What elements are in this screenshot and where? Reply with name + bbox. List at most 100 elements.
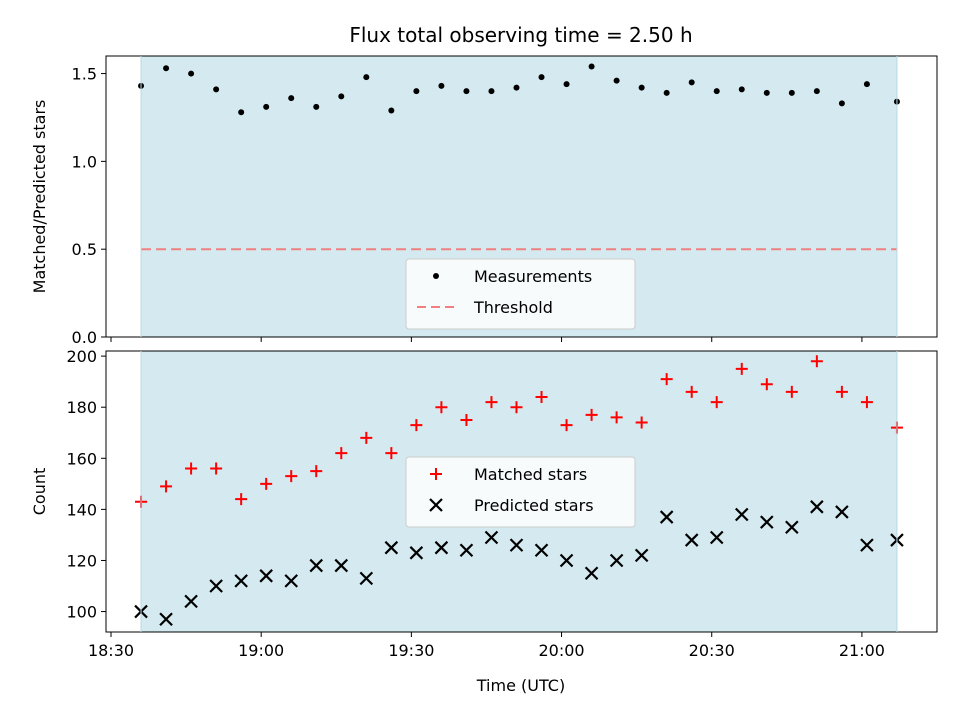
measurements-point [338,93,345,100]
matched-stars-point [810,355,823,368]
legend-label-threshold: Threshold [473,298,553,317]
matched-stars-point [585,408,598,421]
predicted-stars-point [760,515,774,529]
count-legend: Matched stars Predicted stars [405,456,636,528]
predicted-stars-point [209,579,223,593]
matched-stars-point [435,401,448,414]
x-tick-label: 19:00 [238,641,284,660]
matched-stars-point [535,390,548,403]
matched-stars-point [410,419,423,432]
matched-stars-point [210,462,223,475]
predicted-stars-point [384,540,399,555]
measurements-point [863,81,870,88]
measurements-point [413,88,420,95]
legend-label-matched-stars: Matched stars [474,465,587,484]
predicted-stars-point [509,538,524,552]
matched-stars-point [685,385,698,398]
y-tick-label: 200 [66,347,97,366]
matched-stars-point [485,396,498,409]
measurements-point [713,88,720,95]
measurements-point [463,88,470,95]
x-axis-label: Time (UTC) [476,676,565,695]
measurements-point [763,89,770,96]
predicted-stars-point [709,530,724,545]
predicted-stars-point [334,558,349,573]
matched-stars-point [785,385,798,398]
measurements-point [238,109,245,116]
legend-box [405,258,636,330]
predicted-stars-point [534,543,549,558]
predicted-stars-point [359,571,374,586]
predicted-stars-point [284,574,299,588]
x-tick-label: 18:30 [88,641,134,660]
matched-stars-point [385,447,398,460]
measurements-point [638,84,645,91]
legend-marker-matched-stars [430,468,442,480]
predicted-stars-point [584,566,599,581]
measurements-point [388,107,395,114]
measurements-point [513,84,520,91]
measurements-point [313,103,320,110]
y-tick-label: 120 [66,551,97,570]
measurements-point [213,86,220,93]
x-tick-label: 20:30 [689,641,735,660]
measurements-point [363,74,370,81]
measurements-point [263,103,270,110]
predicted-stars-point [734,507,749,522]
predicted-stars-point [309,558,324,573]
matched-stars-point [660,373,673,386]
predicted-stars-point [559,553,574,568]
measurements-point [488,88,495,95]
measurements-point [438,82,445,89]
measurements-point [738,86,745,93]
legend-label-predicted-stars: Predicted stars [474,496,594,515]
predicted-stars-point [409,546,424,560]
measurements-point [788,89,795,96]
predicted-stars-point [634,548,649,563]
measurements-point [838,100,845,107]
matched-stars-point [735,362,748,375]
predicted-stars-point [434,540,449,555]
count-panel-frame [105,350,938,633]
measurements-point [563,81,570,88]
measurements-point [688,79,695,86]
x-tick-label: 19:30 [388,641,434,660]
matched-stars-point [260,477,273,490]
predicted-stars-point [810,500,824,514]
measurements-point [188,70,195,77]
predicted-stars-point [860,538,874,552]
y-tick-label: 1.0 [72,152,97,171]
matched-stars-point [160,480,173,493]
ratio-panel: 0.0 0.5 1.0 1.5 Matched/Predicted stars Mea… [30,55,938,347]
legend-marker-measurements [433,273,439,279]
y-tick-label: 180 [66,398,97,417]
matched-stars-point [760,378,773,391]
legend-box [405,456,636,528]
predicted-stars-point [184,594,198,609]
measurements-point [813,88,820,95]
predicted-stars-point [659,510,674,524]
predicted-stars-point [785,520,799,535]
matched-stars-point [310,465,323,478]
count-ylabel: Count [30,468,49,516]
matched-stars-point [285,470,298,483]
predicted-stars-point [835,505,849,519]
matched-stars-point [335,447,348,460]
matched-stars-point [560,419,573,432]
y-tick-label: 0.0 [72,328,97,347]
matched-stars-point [710,396,723,409]
ratio-ylabel: Matched/Predicted stars [30,100,49,294]
predicted-stars-point [459,543,474,558]
legend-marker-predicted-stars [429,498,443,512]
matched-stars-point [510,401,523,414]
measurements-point [163,65,170,72]
measurements-point [613,77,620,84]
legend-label-measurements: Measurements [474,267,592,286]
chart-title: Flux total observing time = 2.50 h [349,23,692,47]
matched-stars-point [235,493,248,506]
predicted-stars-point [259,569,273,583]
ratio-legend: Measurements Threshold [405,258,636,330]
measurements-point [538,74,545,81]
x-tick-label: 20:00 [538,641,584,660]
